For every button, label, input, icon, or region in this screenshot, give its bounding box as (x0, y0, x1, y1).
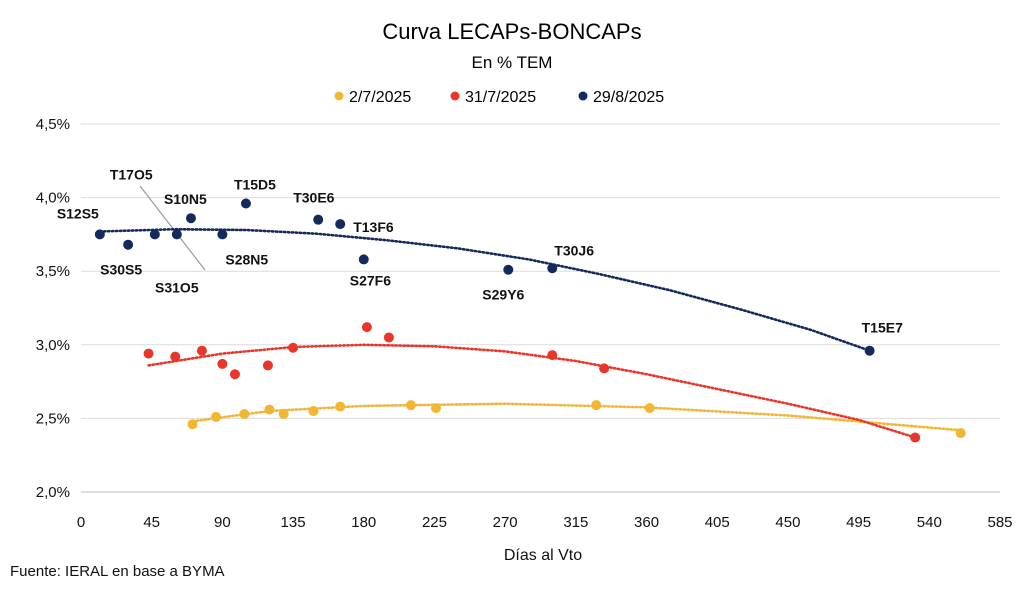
legend-label-1: 2/7/2025 (349, 89, 411, 106)
data-point (217, 358, 228, 369)
x-axis-ticks: 0 45 90 135 180 225 270 315 360 405 450 495 540 585 (77, 514, 1013, 531)
point-label: S28N5 (225, 251, 268, 267)
chart-subtitle: En % TEM (472, 53, 553, 72)
x-axis-label: Días al Vto (504, 547, 582, 564)
x-tick-label: 495 (846, 514, 871, 531)
point-label: T17O5 (110, 166, 153, 182)
data-point (170, 351, 181, 362)
data-point (308, 406, 319, 417)
data-point (262, 360, 273, 371)
data-points (94, 198, 966, 443)
data-point (547, 263, 558, 274)
data-point (313, 214, 324, 225)
legend: 2/7/2025 31/7/2025 29/8/2025 (334, 89, 664, 106)
legend-marker-2 (450, 91, 460, 101)
data-point (143, 348, 154, 359)
data-point (240, 198, 251, 209)
data-point (196, 345, 207, 356)
point-label: T30J6 (554, 242, 594, 258)
legend-label-2: 31/7/2025 (465, 89, 536, 106)
x-tick-label: 225 (422, 514, 447, 531)
point-label: S10N5 (164, 191, 207, 207)
data-point (503, 264, 514, 275)
point-label: S29Y6 (482, 287, 524, 303)
point-labels: S12S5 S30S5 T17O5 S31O5 S10N5 S28N5 T15D5 T30E6… (57, 166, 903, 335)
data-point (547, 350, 558, 361)
data-point (229, 369, 240, 380)
x-tick-label: 180 (351, 514, 376, 531)
data-point (94, 229, 105, 240)
data-point (211, 411, 222, 422)
chart-title: Curva LECAPs-BONCAPs (382, 19, 641, 44)
data-point (171, 229, 182, 240)
legend-item-3: 29/8/2025 (578, 89, 664, 106)
y-tick-label: 3,5% (36, 263, 70, 280)
data-point (405, 400, 416, 411)
legend-label-3: 29/8/2025 (593, 89, 664, 106)
x-tick-label: 540 (917, 514, 942, 531)
data-point (358, 254, 369, 265)
x-tick-label: 315 (563, 514, 588, 531)
data-point (599, 363, 610, 374)
x-tick-label: 270 (493, 514, 518, 531)
point-label: S27F6 (350, 272, 391, 288)
point-label: T15D5 (234, 176, 276, 192)
data-point (123, 239, 134, 250)
y-tick-label: 4,0% (36, 190, 70, 207)
data-point (185, 213, 196, 224)
x-tick-label: 450 (775, 514, 800, 531)
data-point (264, 404, 275, 415)
data-point (335, 219, 346, 230)
y-tick-label: 3,0% (36, 337, 70, 354)
x-tick-label: 405 (705, 514, 730, 531)
point-label: S30S5 (100, 262, 142, 278)
legend-item-1: 2/7/2025 (334, 89, 411, 106)
point-label: S12S5 (57, 205, 99, 221)
y-tick-label: 4,5% (36, 116, 70, 133)
data-point (383, 332, 394, 343)
legend-marker-1 (334, 91, 344, 101)
data-point (910, 432, 921, 443)
trend-line-2 (147, 343, 917, 439)
x-tick-label: 45 (143, 514, 160, 531)
x-tick-label: 585 (987, 514, 1012, 531)
y-tick-label: 2,5% (36, 410, 70, 427)
y-axis-ticks: 2,0% 2,5% 3,0% 3,5% 4,0% 4,5% (36, 116, 70, 501)
data-point (335, 401, 346, 412)
point-label: S31O5 (155, 279, 199, 295)
data-point (278, 408, 289, 419)
point-label: T15E7 (862, 320, 903, 336)
data-point (644, 403, 655, 414)
trend-line-3 (98, 227, 871, 352)
data-point (149, 229, 160, 240)
y-tick-label: 2,0% (36, 484, 70, 501)
data-point (431, 403, 442, 414)
legend-marker-3 (578, 91, 588, 101)
x-tick-label: 90 (214, 514, 231, 531)
data-point (361, 322, 372, 333)
data-point (288, 342, 299, 353)
data-point (955, 428, 966, 439)
data-point (217, 229, 228, 240)
point-label: T30E6 (293, 190, 334, 206)
source-note: Fuente: IERAL en base a BYMA (10, 563, 225, 580)
data-point (591, 400, 602, 411)
data-point (187, 419, 198, 430)
x-tick-label: 0 (77, 514, 85, 531)
x-tick-label: 360 (634, 514, 659, 531)
x-tick-label: 135 (281, 514, 306, 531)
gridlines (81, 123, 1000, 493)
data-point (864, 345, 875, 356)
data-point (239, 408, 250, 419)
legend-item-2: 31/7/2025 (450, 89, 536, 106)
point-label: T13F6 (353, 219, 394, 235)
